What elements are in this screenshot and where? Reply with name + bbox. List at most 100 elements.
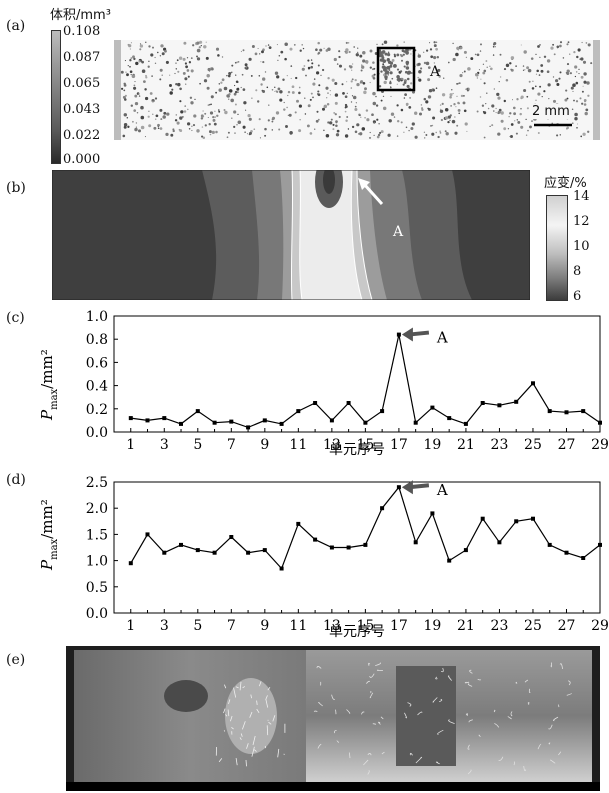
chart-d-point [262, 548, 267, 553]
chart-c-point [598, 420, 602, 425]
chart-c-ytick-label: 0.8 [86, 332, 108, 348]
chart-c-point [447, 416, 452, 421]
chart-c-xtick-label: 19 [423, 437, 441, 453]
chart-c-point [229, 419, 234, 424]
volume-colorbar [51, 30, 61, 164]
chart-c-xtick-label: 17 [390, 437, 408, 453]
chart-c-annotation-label: A [436, 329, 448, 347]
chart-c-point [329, 418, 334, 423]
chart-c-ytick-label: 1.0 [86, 309, 108, 325]
chart-c-point [531, 381, 535, 386]
chart-c-point [413, 420, 418, 425]
panel-label-d: (d) [6, 472, 26, 488]
chart-d-xtick-label: 3 [160, 618, 169, 634]
chart-d-point [279, 566, 284, 571]
chart-c-point [179, 421, 183, 426]
chart-d-ytick-label: 1.5 [86, 527, 108, 543]
chart-d-point [598, 542, 602, 547]
chart-c-point [380, 409, 385, 414]
chart-c-ylabel-unit: /mm² [38, 349, 56, 389]
fracture-surface-image [66, 646, 600, 791]
chart-c-point [246, 425, 251, 430]
chart-c-point [162, 416, 167, 421]
chart-d-point [346, 545, 351, 550]
chart-d-xtick-label: 25 [524, 618, 542, 634]
chart-c-point [430, 405, 435, 410]
chart-d-annotation-label: A [436, 481, 448, 499]
chart-c-xtick-label: 13 [323, 437, 341, 453]
chart-c-xtick-label: 1 [126, 437, 135, 453]
chart-c-point [145, 418, 150, 423]
chart-c-point [262, 418, 267, 423]
chart-c-point [581, 409, 586, 414]
chart-d-annotation-arrowhead [401, 480, 413, 495]
chart-d-xtick-label: 7 [227, 618, 236, 634]
strain-colorbar-title: 应变/% [544, 176, 587, 191]
chart-d-point [547, 542, 552, 547]
region-a-label: A [430, 64, 441, 80]
chart-c-xtick-label: 25 [524, 437, 542, 453]
chart-c-annotation-arrowhead [401, 327, 413, 342]
chart-d-point [162, 550, 167, 555]
chart-d-point [296, 521, 301, 526]
chart-d-point [246, 550, 251, 555]
chart-d-xtick-label: 11 [289, 618, 307, 634]
chart-d-xtick-label: 13 [323, 618, 341, 634]
chart-d-point [380, 506, 385, 511]
chart-c-point [212, 420, 217, 425]
chart-d-xtick-label: 29 [591, 618, 609, 634]
chart-c-xlabel: 单元序号 [329, 442, 385, 458]
chart-c-plot-frame [113, 315, 601, 433]
chart-c-xtick-label: 29 [591, 437, 609, 453]
volume-colorbar-tick: 0.065 [63, 76, 101, 91]
chart-c-xtick-label: 9 [260, 437, 269, 453]
chart-c-point [313, 401, 318, 405]
chart-d-point [329, 545, 334, 550]
chart-d-point [463, 548, 468, 553]
chart-d-ytick-label: 1.0 [86, 554, 108, 570]
chart-d-point [564, 550, 569, 555]
chart-c-point [346, 401, 351, 405]
chart-c-xtick-label: 23 [491, 437, 509, 453]
chart-c-ylabel: Pmax/mm² [38, 349, 60, 421]
chart-d-point [212, 550, 217, 555]
chart-d-xtick-label: 23 [491, 618, 509, 634]
chart-d-point [229, 535, 234, 539]
region-a-box [376, 46, 416, 92]
chart-d-ytick-label: 0.0 [86, 606, 108, 622]
volume-colorbar-tick: 0.043 [63, 102, 101, 117]
strain-contour-map [52, 170, 530, 300]
chart-d-xtick-label: 15 [356, 618, 374, 634]
chart-c-point [564, 410, 569, 415]
chart-c-xtick-label: 11 [289, 437, 307, 453]
chart-d-xtick-label: 21 [457, 618, 475, 634]
chart-d-point [413, 540, 418, 545]
panel-label-b: (b) [6, 180, 26, 196]
chart-c-series-line [130, 334, 601, 429]
chart-c-point [396, 332, 401, 337]
strain-colorbar-tick: 14 [573, 189, 590, 204]
chart-d-xtick-label: 9 [260, 618, 269, 634]
chart-c-point [195, 409, 200, 414]
chart-d-point [396, 485, 401, 490]
volume-colorbar-title: 体积/mm³ [50, 8, 111, 23]
chart-d-plot-frame [113, 481, 601, 614]
volume-colorbar-tick: 0.022 [63, 128, 101, 143]
strain-colorbar-tick: 8 [573, 264, 582, 279]
chart-d-ylabel: Pmax/mm² [38, 499, 60, 571]
chart-c-point [296, 409, 301, 414]
strain-colorbar-tick: 6 [573, 289, 582, 304]
svg-text:Pmax/mm²: Pmax/mm² [38, 349, 60, 421]
volume-colorbar-tick: 0.087 [63, 50, 101, 65]
chart-c-point [463, 421, 468, 426]
pore-speckles [120, 40, 593, 140]
chart-d-point [531, 516, 535, 521]
chart-d-ylabel-unit: /mm² [38, 499, 56, 539]
chart-d-point [363, 542, 368, 547]
chart-d: Pmax/mm² 0.00.51.01.52.02.51 3 5 7 9 11 13 15 17… [38, 475, 609, 640]
chart-c-point [514, 399, 519, 404]
chart-d-series-line [130, 485, 601, 570]
chart-c-xtick-label: 15 [356, 437, 374, 453]
chart-d-point [128, 561, 133, 566]
panel-label-a: (a) [6, 18, 26, 34]
